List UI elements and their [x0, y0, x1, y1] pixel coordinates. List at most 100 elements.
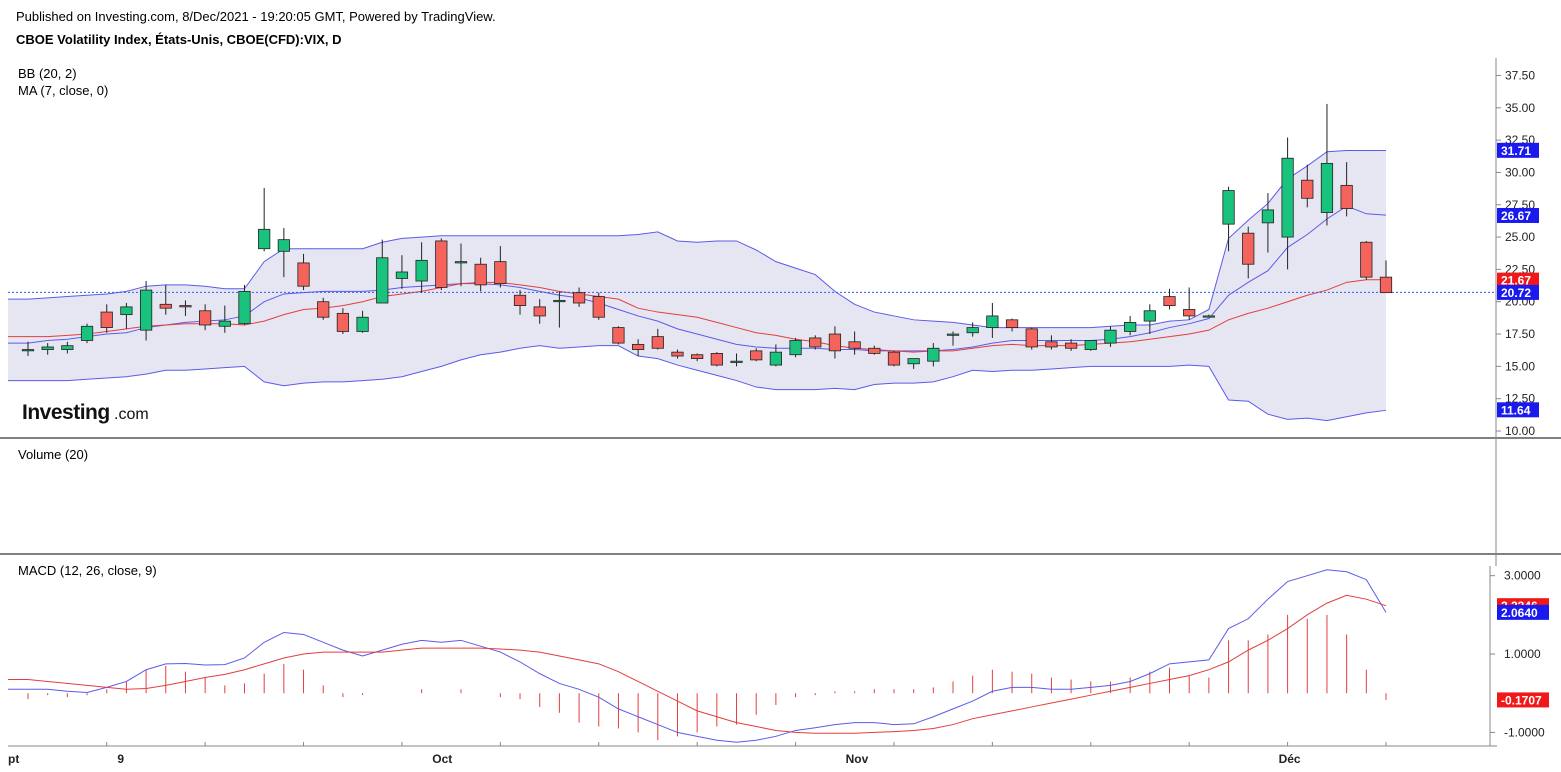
time-axis-tick-label: 9: [117, 752, 124, 766]
candle-body: [789, 340, 802, 356]
candle: [691, 353, 704, 362]
candle-body: [1360, 241, 1373, 278]
candle-body: [415, 259, 428, 282]
candle-body: [809, 337, 822, 348]
candle: [1340, 162, 1353, 217]
price-badges: 31.7126.6721.6720.7211.642.23462.0640-0.…: [1497, 142, 1549, 708]
candle-body: [238, 290, 251, 325]
time-axis-tick-label: Oct: [432, 752, 452, 766]
macd-axis-tick-label: 3.0000: [1504, 569, 1541, 583]
candle: [376, 239, 389, 304]
candle-body: [218, 320, 231, 327]
candle: [159, 284, 172, 315]
candle: [1163, 288, 1176, 310]
value-badge-label: 26.67: [1501, 209, 1531, 223]
candle: [435, 238, 448, 291]
moving-average-line: [8, 279, 1386, 353]
candle: [454, 243, 468, 287]
candle: [179, 300, 192, 316]
value-badge-box: [1497, 142, 1539, 158]
candle: [1143, 304, 1156, 335]
value-badge-label: 11.64: [1501, 403, 1531, 417]
candle: [1045, 335, 1058, 350]
candle-body: [572, 292, 586, 304]
candle-body: [494, 261, 507, 285]
value-badge-label: 21.67: [1501, 274, 1531, 288]
candle-body: [1301, 179, 1314, 199]
candle: [710, 352, 723, 367]
value-badge-label: 2.0640: [1501, 606, 1538, 620]
candle: [1124, 315, 1137, 336]
macd-axis-tick-label: -1.0000: [1504, 725, 1545, 739]
value-badge: 21.67: [1497, 272, 1539, 288]
candle: [612, 326, 625, 345]
symbol-title: CBOE Volatility Index, États-Unis, CBOE(…: [16, 32, 342, 47]
candle-body: [179, 305, 192, 308]
candle-body: [868, 347, 881, 354]
candle-body: [61, 345, 74, 350]
candle-body: [336, 312, 350, 332]
candle-body: [927, 347, 940, 362]
candle: [986, 303, 999, 338]
candle-body: [139, 289, 153, 331]
candle: [238, 284, 251, 325]
candle: [1360, 240, 1373, 280]
value-badge: -0.1707: [1497, 692, 1549, 708]
candle: [789, 337, 802, 358]
candle-body: [474, 263, 487, 286]
candle-body: [1320, 162, 1334, 213]
price-axis-tick-label: 25.00: [1505, 230, 1535, 244]
candle: [297, 253, 310, 291]
candle: [218, 305, 231, 333]
bollinger-middle-line: [8, 205, 1387, 352]
value-badge-box: [1497, 402, 1539, 418]
volume-indicator-label: Volume (20): [18, 447, 88, 462]
time-axis-tick-label: pt: [8, 752, 19, 766]
candle-body: [1143, 310, 1156, 322]
candle-body: [1379, 276, 1393, 294]
price-axis-tick-label: 30.00: [1505, 165, 1535, 179]
candle: [671, 349, 684, 359]
value-badge-label: 31.71: [1501, 144, 1531, 158]
candle: [1301, 164, 1314, 208]
candle: [395, 255, 409, 289]
candle: [828, 326, 842, 359]
ma-indicator-label: MA (7, close, 0): [18, 83, 108, 98]
value-badge-box: [1497, 207, 1539, 223]
candle-body: [907, 358, 920, 365]
candle: [474, 257, 487, 292]
candle-body: [356, 316, 369, 332]
bollinger-band-fill: [8, 150, 1386, 421]
candle-body: [376, 257, 389, 304]
candle: [21, 341, 35, 357]
candle-body: [277, 239, 290, 252]
candle: [80, 323, 94, 344]
candle-body: [612, 327, 625, 344]
candle-body: [1222, 190, 1235, 225]
candle-body: [21, 349, 35, 352]
macd-axis-tick-label: 1.0000: [1504, 647, 1541, 661]
value-badge: 31.71: [1497, 142, 1539, 158]
price-axis-tick-label: 17.50: [1505, 327, 1535, 341]
candle: [651, 328, 664, 350]
candle: [1005, 318, 1019, 332]
candle-body: [966, 327, 979, 334]
candle: [966, 322, 979, 337]
candle-body: [159, 303, 172, 309]
axes: 37.5035.0032.5030.0027.5025.0022.5020.00…: [8, 68, 1545, 766]
candle: [730, 353, 743, 367]
candle-body: [1124, 321, 1137, 332]
candle-body: [41, 346, 54, 350]
candle: [1064, 339, 1078, 351]
investing-logo: Investing .com: [22, 401, 149, 424]
candle-body: [1202, 315, 1215, 318]
macd-series-line: [8, 594, 1387, 734]
candle: [1025, 327, 1038, 350]
value-badge: 11.64: [1497, 402, 1539, 418]
candle-body: [710, 353, 723, 366]
candle-body: [454, 261, 468, 264]
candle-body: [533, 306, 546, 317]
candle-body: [1261, 209, 1275, 224]
time-axis-tick-label: Déc: [1279, 752, 1301, 766]
